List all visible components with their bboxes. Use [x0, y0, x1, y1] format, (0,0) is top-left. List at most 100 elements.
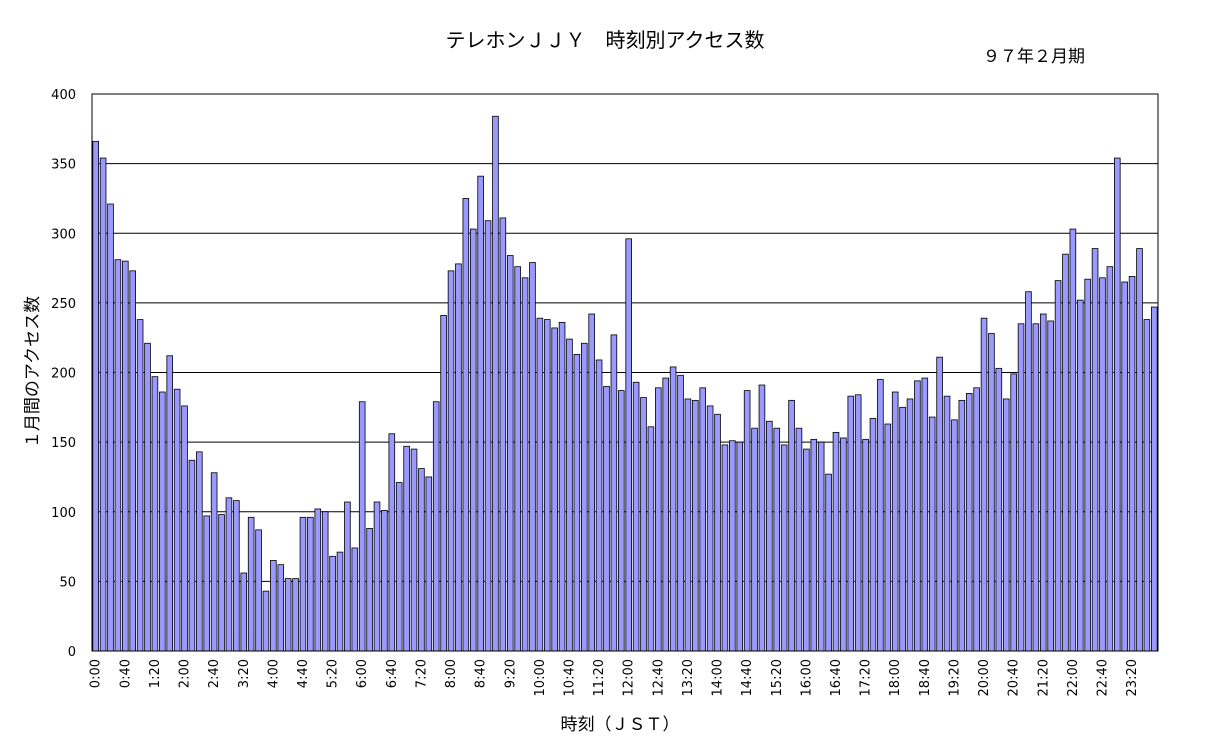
- bar: [203, 515, 211, 652]
- bar: [381, 509, 388, 652]
- bar: [1099, 277, 1106, 652]
- bar: [233, 500, 240, 652]
- x-tick-label: 2:00: [178, 659, 193, 688]
- bar: [144, 342, 151, 652]
- x-tick-label: 14:00: [711, 659, 726, 696]
- x-tick-label: 2:40: [207, 659, 222, 688]
- x-tick-label: 22:00: [1066, 659, 1081, 696]
- bar: [581, 342, 588, 652]
- bar: [358, 401, 366, 652]
- bar: [803, 448, 810, 652]
- bar: [573, 353, 581, 652]
- y-tick-label: 200: [51, 367, 76, 382]
- bar: [196, 451, 203, 652]
- bar: [618, 390, 625, 652]
- bar: [292, 578, 299, 652]
- bar: [307, 516, 314, 652]
- x-axis-ticks: 0:00 0:40 1:20 2:00 2:40 3:20 4:00 4:40 5:20 6:00…: [89, 659, 1140, 696]
- bar: [729, 440, 736, 652]
- chart-subtitle: ９７年２月期: [983, 47, 1085, 67]
- x-tick-label: 20:40: [1007, 659, 1022, 696]
- bar: [181, 405, 188, 652]
- bar: [647, 426, 655, 652]
- bar: [951, 419, 958, 652]
- bar: [1136, 248, 1143, 652]
- bar: [588, 313, 595, 652]
- x-tick-label: 15:20: [770, 659, 785, 696]
- bar: [1106, 266, 1114, 652]
- bar: [514, 266, 521, 652]
- bar: [965, 392, 973, 652]
- bar: [595, 359, 603, 652]
- bar: [1025, 291, 1032, 652]
- x-tick-label: 13:20: [681, 659, 696, 696]
- x-tick-label: 14:40: [740, 659, 755, 696]
- bar: [1032, 323, 1040, 652]
- bar: [758, 384, 766, 652]
- bar: [914, 380, 921, 652]
- bar: [980, 317, 988, 652]
- bar: [1069, 228, 1077, 652]
- x-tick-label: 18:40: [918, 659, 933, 696]
- bar: [551, 327, 558, 652]
- bar: [899, 406, 906, 652]
- plot-area: [91, 93, 1159, 652]
- bar: [988, 333, 995, 652]
- x-tick-label: 16:00: [799, 659, 814, 696]
- bar: [1121, 281, 1128, 652]
- bar: [655, 387, 662, 652]
- bar: [1076, 299, 1084, 652]
- bar: [455, 263, 462, 652]
- bar: [714, 413, 721, 652]
- bar: [262, 590, 270, 652]
- bar: [270, 560, 277, 652]
- bar: [277, 564, 285, 652]
- bar: [632, 381, 640, 652]
- bar: [795, 427, 803, 652]
- bar: [603, 386, 610, 652]
- x-tick-label: 6:40: [385, 659, 400, 688]
- bar: [780, 444, 788, 652]
- bar: [492, 115, 499, 652]
- bar: [884, 423, 892, 652]
- x-tick-label: 22:40: [1095, 659, 1110, 696]
- bar: [114, 259, 122, 652]
- bar: [736, 441, 744, 652]
- bar: [99, 157, 107, 652]
- bar: [943, 395, 951, 652]
- bar: [1039, 313, 1047, 652]
- bar: [284, 578, 292, 652]
- bar: [640, 397, 647, 652]
- bar: [817, 441, 825, 652]
- bar: [877, 379, 884, 652]
- bar: [995, 367, 1003, 652]
- x-tick-label: 11:20: [592, 659, 607, 696]
- x-tick-label: 10:00: [533, 659, 548, 696]
- bar: [247, 516, 255, 652]
- bar: [1010, 373, 1017, 652]
- bar: [403, 445, 410, 652]
- x-tick-label: 8:00: [444, 659, 459, 688]
- bar: [566, 338, 573, 652]
- x-tick-label: 5:20: [326, 659, 341, 688]
- bar: [543, 319, 551, 652]
- bar: [225, 497, 233, 652]
- bar: [692, 399, 699, 652]
- bar: [1047, 320, 1054, 652]
- bar: [891, 391, 899, 652]
- bar: [136, 319, 144, 652]
- x-tick-label: 21:20: [1036, 659, 1051, 696]
- x-tick-label: 12:40: [651, 659, 666, 696]
- x-tick-label: 18:00: [888, 659, 903, 696]
- x-tick-label: 7:20: [414, 659, 429, 688]
- x-tick-label: 4:00: [266, 659, 281, 688]
- bar: [218, 514, 225, 652]
- bar: [684, 398, 692, 652]
- bar: [314, 508, 322, 652]
- y-axis-ticks: 0 50 100 150 200 250 300 350 400: [51, 88, 76, 660]
- bar: [173, 388, 181, 652]
- bar: [344, 501, 351, 652]
- bar: [840, 437, 847, 652]
- bar: [425, 476, 433, 652]
- x-tick-label: 0:00: [89, 659, 104, 688]
